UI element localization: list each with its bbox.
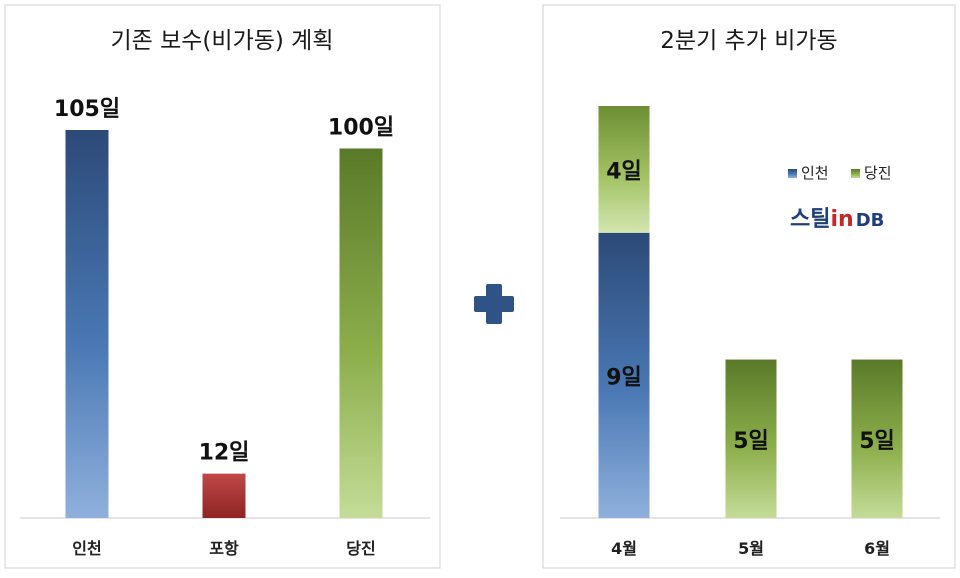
legend-label-incheon: 인천: [801, 164, 829, 182]
right-category-label-3: 6월: [864, 539, 890, 558]
steelin-db-logo: 스틸in DB: [790, 207, 884, 232]
plus-separator: [474, 284, 514, 324]
left-category-label-3: 당진: [346, 539, 375, 558]
right-data-label-1-dangjin: 4일: [606, 159, 642, 184]
legend-swatch-incheon: [788, 169, 797, 178]
legend: 인천 당진: [788, 164, 892, 182]
left-data-label-3: 100일: [328, 115, 394, 140]
left-data-label-1: 105일: [54, 97, 120, 122]
left-data-label-2: 12일: [199, 441, 250, 466]
right-category-label-2: 5월: [738, 539, 764, 558]
right-data-label-1-incheon: 9일: [606, 365, 642, 390]
right-data-label-2-dangjin: 5일: [733, 429, 769, 454]
left-category-label-1: 인천: [72, 539, 101, 558]
right-chart-title: 2분기 추가 비가동: [660, 28, 837, 54]
right-bar-1-dangjin: [598, 106, 650, 233]
right-bar-1-incheon: [598, 232, 650, 518]
left-bar-2: [202, 473, 246, 518]
right-bar-2-dangjin: [725, 359, 777, 518]
left-chart-title: 기존 보수(비가동) 계획: [110, 28, 333, 54]
right-data-label-3-dangjin: 5일: [859, 429, 895, 454]
left-bar-1: [65, 130, 109, 518]
legend-label-dangjin: 당진: [864, 164, 892, 182]
left-category-label-2: 포항: [209, 539, 239, 558]
right-bar-3-dangjin: [851, 359, 903, 518]
left-bar-3: [339, 148, 383, 518]
right-category-label-1: 4월: [611, 539, 637, 558]
legend-swatch-dangjin: [851, 169, 860, 178]
